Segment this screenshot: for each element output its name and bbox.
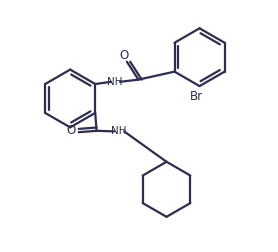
Text: NH: NH: [107, 77, 123, 87]
Text: Br: Br: [190, 90, 203, 103]
Text: O: O: [66, 124, 76, 137]
Text: O: O: [119, 49, 128, 62]
Text: NH: NH: [111, 126, 127, 136]
